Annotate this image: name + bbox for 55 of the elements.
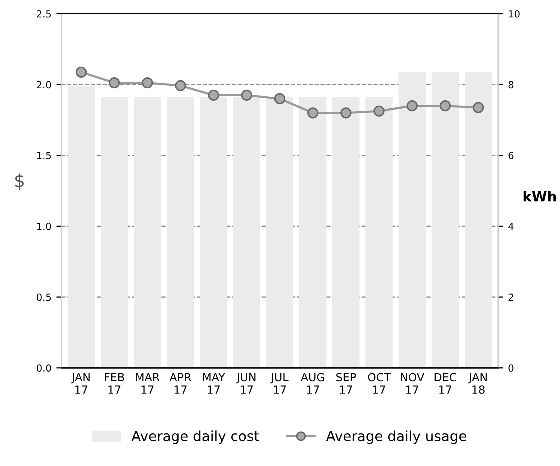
point <box>274 93 286 105</box>
x-tick-label: SEP 17 <box>336 373 356 394</box>
point <box>340 108 352 119</box>
y2-tick-label: 0 <box>508 364 514 372</box>
point <box>241 90 252 101</box>
bar <box>233 98 260 368</box>
x-tick-label: NOV 17 <box>401 373 425 394</box>
y2-tick-label: 2 <box>508 294 514 301</box>
y2-tick-label: 4 <box>508 223 514 230</box>
y2-axis-title: kWh <box>524 191 556 202</box>
y-axis-title: $ <box>16 174 24 190</box>
bar <box>68 86 96 368</box>
bar <box>167 98 194 368</box>
bar <box>332 98 360 368</box>
bar <box>134 98 162 368</box>
point <box>308 108 319 119</box>
y-tick-label: 1.5 <box>37 152 52 160</box>
legend-label: Average daily usage <box>326 430 467 444</box>
point <box>440 100 452 112</box>
x-tick-label: JAN 18 <box>468 373 487 394</box>
y-tick-label: 0.5 <box>37 294 52 302</box>
point <box>406 100 418 112</box>
bar <box>266 98 294 368</box>
y2-tick-label: 10 <box>509 10 520 18</box>
x-tick-label: JUL 17 <box>270 373 289 394</box>
y-tick-label: 0.0 <box>37 364 52 372</box>
x-tick-label: MAR 17 <box>136 373 160 394</box>
point <box>374 106 385 117</box>
bar <box>200 98 228 368</box>
bar <box>300 98 327 368</box>
point <box>142 77 154 89</box>
bar <box>398 72 426 368</box>
y-tick-label: 1.0 <box>37 222 52 230</box>
x-tick-label: FEB 17 <box>105 373 124 394</box>
x-tick-label: JAN 17 <box>71 373 90 394</box>
x-tick-label: JUN 17 <box>236 373 256 394</box>
point <box>175 80 186 92</box>
bar <box>100 98 128 368</box>
y2-tick-label: 6 <box>508 152 514 160</box>
x-tick-label: APR 17 <box>170 373 192 394</box>
bar <box>366 98 393 368</box>
y2-tick-label: 8 <box>508 81 514 89</box>
point <box>208 90 220 101</box>
legend-label: Average daily cost <box>132 430 260 444</box>
bar <box>464 72 492 368</box>
x-tick-label: AUG 17 <box>301 373 324 394</box>
bar <box>432 72 460 368</box>
point <box>76 66 88 78</box>
x-tick-label: MAY 17 <box>203 373 226 394</box>
point <box>108 77 120 89</box>
point <box>472 102 484 114</box>
x-tick-label: DEC 17 <box>434 373 457 394</box>
y-tick-label: 2.0 <box>37 81 52 89</box>
x-tick-label: OCT 17 <box>368 373 391 394</box>
y-tick-label: 2.5 <box>37 10 52 18</box>
